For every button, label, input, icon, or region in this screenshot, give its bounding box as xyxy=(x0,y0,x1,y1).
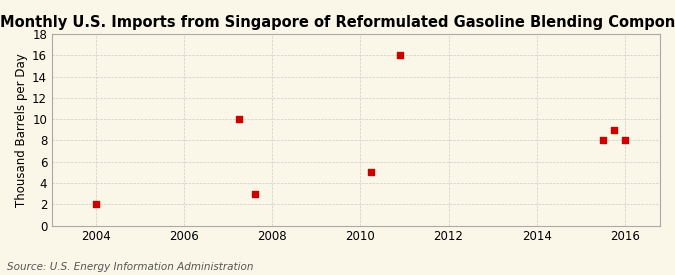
Point xyxy=(234,117,244,121)
Point xyxy=(597,138,608,143)
Point xyxy=(249,191,260,196)
Y-axis label: Thousand Barrels per Day: Thousand Barrels per Day xyxy=(15,53,28,207)
Title: Monthly U.S. Imports from Singapore of Reformulated Gasoline Blending Components: Monthly U.S. Imports from Singapore of R… xyxy=(0,15,675,30)
Point xyxy=(620,138,630,143)
Point xyxy=(366,170,377,175)
Text: Source: U.S. Energy Information Administration: Source: U.S. Energy Information Administ… xyxy=(7,262,253,272)
Point xyxy=(608,128,619,132)
Point xyxy=(90,202,101,207)
Point xyxy=(395,53,406,57)
